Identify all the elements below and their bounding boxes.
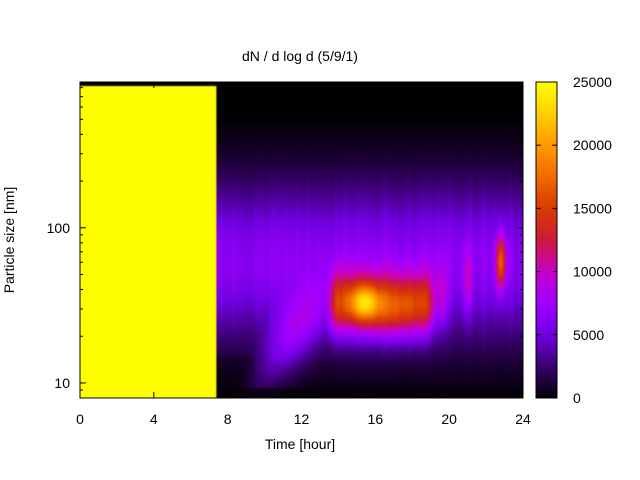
x-axis: 0 4 8 12 16 20 24 bbox=[76, 82, 531, 427]
x-tick-label: 12 bbox=[294, 411, 310, 427]
x-axis-label: Time [hour] bbox=[265, 436, 335, 452]
chart-title: dN / d log d (5/9/1) bbox=[242, 48, 358, 64]
colorbar-tick-label: 10000 bbox=[573, 264, 612, 280]
colorbar-tick-label: 5000 bbox=[573, 327, 604, 343]
colorbar-tick-label: 25000 bbox=[573, 74, 612, 90]
x-tick-label: 16 bbox=[368, 411, 384, 427]
y-tick-label: 100 bbox=[47, 220, 71, 236]
x-tick-label: 0 bbox=[76, 411, 84, 427]
y-axis-label: Particle size [nm] bbox=[1, 187, 17, 294]
y-tick-label: 10 bbox=[54, 375, 70, 391]
y-axis: 10 100 bbox=[47, 87, 523, 399]
colorbar-tick-label: 20000 bbox=[573, 137, 612, 153]
x-tick-label: 4 bbox=[150, 411, 158, 427]
heatmap-image bbox=[80, 82, 523, 398]
x-tick-label: 24 bbox=[515, 411, 531, 427]
colorbar bbox=[535, 81, 558, 399]
colorbar-tick-label: 0 bbox=[573, 390, 581, 406]
colorbar-ticks: 0 5000 10000 15000 20000 25000 bbox=[536, 74, 612, 406]
x-tick-label: 20 bbox=[441, 411, 457, 427]
colorbar-tick-label: 15000 bbox=[573, 200, 612, 216]
x-tick-label: 8 bbox=[224, 411, 232, 427]
heatmap-field bbox=[80, 82, 523, 398]
